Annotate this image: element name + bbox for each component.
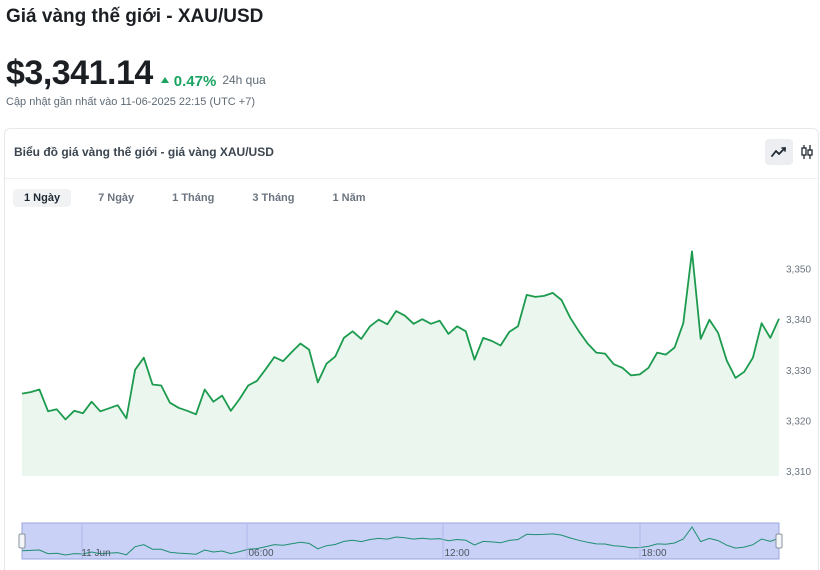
navigator-label: 06:00: [248, 548, 273, 559]
line-chart-button[interactable]: [765, 139, 793, 165]
line-chart-icon: [771, 147, 786, 157]
tab-7-days[interactable]: 7 Ngày: [98, 192, 135, 204]
y-tick-label: 3,320: [786, 416, 811, 427]
change-period: 24h qua: [222, 73, 266, 87]
navigator-line: [21, 526, 780, 556]
card-divider: [5, 178, 818, 179]
tab-1-month[interactable]: 1 Tháng: [172, 192, 215, 204]
navigator-label: 18:00: [641, 548, 666, 559]
navigator-label: 11 Jun: [81, 548, 110, 559]
navigator-label: 12:00: [444, 548, 469, 559]
tab-3-months[interactable]: 3 Tháng: [252, 192, 295, 204]
y-tick-label: 3,340: [786, 315, 811, 326]
candlestick-icon: [801, 145, 813, 159]
price-row: $3,341.14 0.47% 24h qua: [6, 54, 266, 93]
candlestick-button[interactable]: [793, 139, 820, 165]
range-tabs: 1 Ngày 7 Ngày 1 Tháng 3 Tháng 1 Năm: [13, 189, 393, 207]
price-change: 0.47%: [160, 72, 217, 90]
chart-title: Biểu đồ giá vàng thế giới - giá vàng XAU…: [14, 145, 274, 159]
chart-card: Biểu đồ giá vàng thế giới - giá vàng XAU…: [4, 128, 819, 570]
navigator-handle-left[interactable]: [18, 533, 26, 549]
y-tick-label: 3,330: [786, 366, 811, 377]
current-price: $3,341.14: [6, 54, 153, 92]
tab-1-year[interactable]: 1 Năm: [332, 192, 366, 204]
price-line: [21, 250, 780, 421]
tab-1-day[interactable]: 1 Ngày: [13, 189, 72, 207]
arrow-up-icon: [160, 77, 169, 83]
navigator-handle-right[interactable]: [775, 533, 783, 549]
price-area: [22, 251, 779, 476]
y-tick-label: 3,310: [786, 467, 811, 478]
y-tick-label: 3,350: [786, 265, 811, 276]
last-updated: Cập nhật gần nhất vào 11-06-2025 22:15 (…: [6, 96, 255, 108]
page-title: Giá vàng thế giới - XAU/USD: [6, 6, 264, 27]
change-percent: 0.47%: [173, 72, 217, 90]
